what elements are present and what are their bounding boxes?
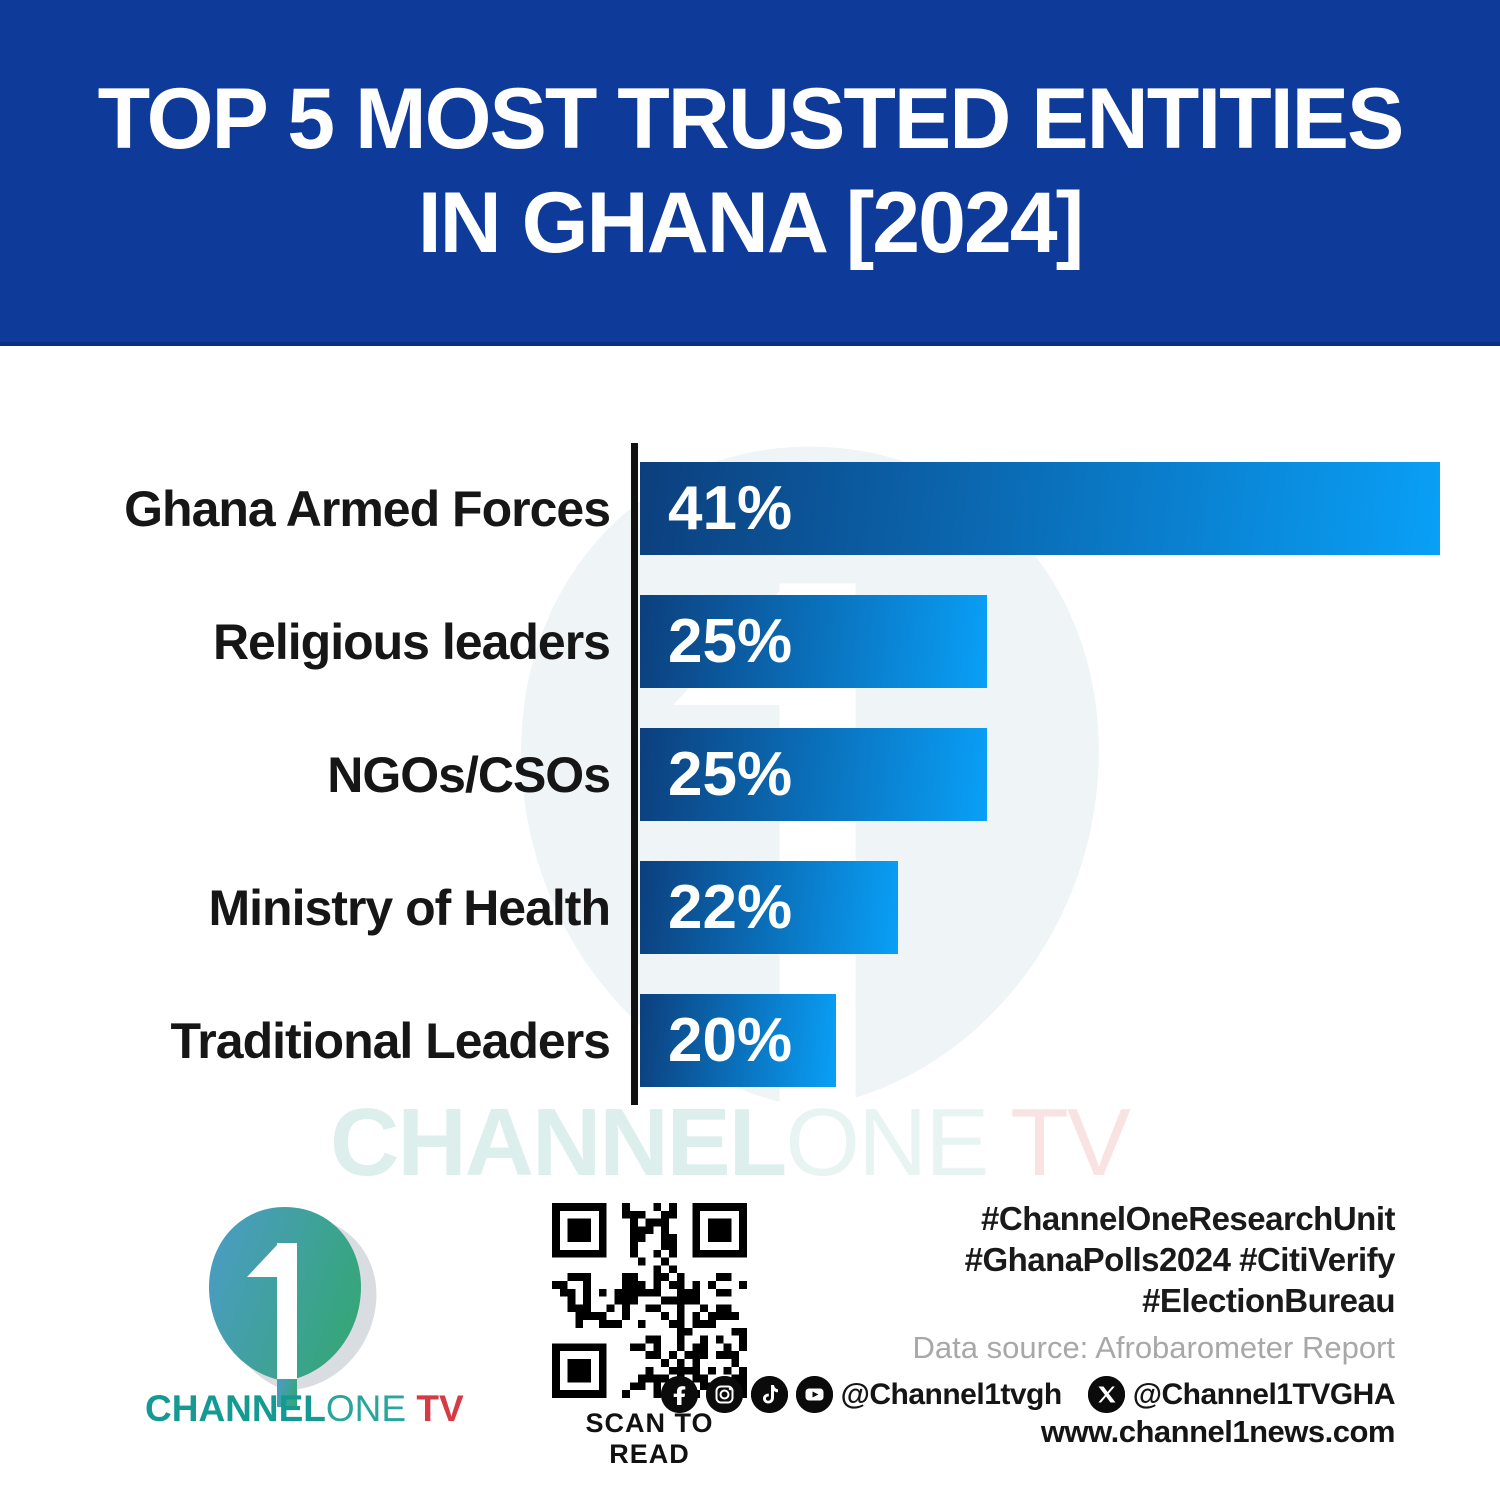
category-label: Religious leaders (212, 613, 611, 670)
wordmark-tv: TV (406, 1388, 464, 1429)
bar-ministry-of-health: 22% (640, 861, 898, 954)
channel-one-wordmark: CHANNELONE TV (145, 1388, 464, 1430)
hashtag-line2: #GhanaPolls2024 #CitiVerify (964, 1241, 1396, 1278)
page-title-line1: TOP 5 MOST TRUSTED ENTITIES (97, 71, 1405, 167)
category-label: NGOs/CSOs (327, 746, 611, 803)
chart-row: Ministry of Health 22% (0, 861, 1500, 954)
social-row: @Channel1tvgh @Channel1TVGHA (660, 1376, 1396, 1413)
category-label: Ministry of Health (208, 879, 611, 936)
facebook-icon (660, 1376, 698, 1413)
qr-code (552, 1203, 747, 1398)
social-handle-x: @Channel1TVGHA (1132, 1377, 1396, 1411)
data-source-note: Data source: Afrobarometer Report (912, 1330, 1395, 1365)
hashtag-line3: #ElectionBureau (1142, 1282, 1395, 1319)
youtube-icon (795, 1376, 833, 1413)
value-label: 41% (668, 474, 793, 543)
value-label: 25% (668, 740, 793, 809)
value-label: 25% (668, 607, 793, 676)
header-banner: TOP 5 MOST TRUSTED ENTITIES IN GHANA [20… (0, 0, 1500, 346)
social-handle-main: @Channel1tvgh (840, 1377, 1063, 1411)
qr-caption: SCAN TO READ (585, 1408, 714, 1469)
bar-traditional-leaders: 20% (640, 994, 836, 1087)
tiktok-icon (750, 1376, 788, 1413)
chart-row: Religious leaders 25% (0, 595, 1500, 688)
channel-one-logo-icon (209, 1207, 377, 1407)
website-url: www.channel1news.com (1040, 1414, 1396, 1449)
value-label: 22% (668, 873, 793, 942)
hashtags-block: #ChannelOneResearchUnit #GhanaPolls2024 … (964, 1198, 1396, 1321)
page-title-line2: IN GHANA [2024] (417, 175, 1085, 271)
bar-ngos-csos: 25% (640, 728, 987, 821)
chart-row: NGOs/CSOs 25% (0, 728, 1500, 821)
value-label: 20% (668, 1006, 793, 1075)
wordmark-one: ONE (325, 1388, 407, 1429)
instagram-icon (705, 1376, 743, 1413)
chart-row: Traditional Leaders 20% (0, 994, 1500, 1087)
x-twitter-icon (1087, 1376, 1125, 1413)
category-label: Ghana Armed Forces (124, 480, 611, 537)
wordmark-channel: CHANNEL (145, 1388, 326, 1429)
hashtag-line1: #ChannelOneResearchUnit (981, 1200, 1395, 1237)
category-label: Traditional Leaders (170, 1012, 611, 1069)
bar-religious-leaders: 25% (640, 595, 987, 688)
y-axis-line (631, 443, 638, 1105)
bar-ghana-armed-forces: 41% (640, 462, 1440, 555)
chart-row: Ghana Armed Forces 41% (0, 462, 1500, 555)
